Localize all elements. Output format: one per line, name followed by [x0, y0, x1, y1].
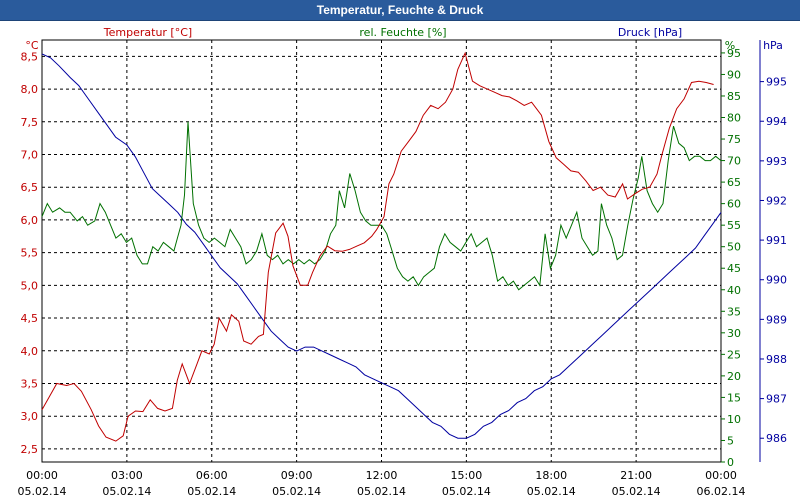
hum-tick-label: 65	[727, 176, 741, 189]
hum-tick-label: 15	[727, 391, 741, 404]
temp-tick-label: 8,0	[21, 83, 39, 96]
hum-tick-label: 40	[727, 284, 741, 297]
x-tick-date: 05.02.14	[357, 485, 406, 498]
temp-tick-label: 8,5	[21, 50, 39, 63]
humidity-line	[41, 121, 722, 291]
temp-tick-label: 6,0	[21, 214, 39, 227]
press-tick-label: 988	[766, 353, 787, 366]
hum-tick-label: 90	[727, 68, 741, 81]
hum-tick-label: 45	[727, 262, 741, 275]
hum-tick-label: 20	[727, 370, 741, 383]
x-tick-time: 00:00	[705, 469, 737, 482]
x-tick-date: 05.02.14	[527, 485, 576, 498]
hum-series-label: rel. Feuchte [%]	[359, 26, 446, 39]
hum-tick-label: 80	[727, 112, 741, 125]
press-tick-label: 994	[766, 115, 787, 128]
x-tick-date: 05.02.14	[442, 485, 491, 498]
weather-chart: 2,5 3,0 3,5 4,0 4,5 5,0 5,5 6,0 6,5 7,0 7,5 8,0 8,5 0…	[18, 26, 787, 498]
hum-tick-label: 25	[727, 348, 741, 361]
press-tick-label: 989	[766, 313, 787, 326]
temp-tick-label: 6,5	[21, 181, 39, 194]
temp-tick-label: 3,0	[21, 410, 39, 423]
press-tick-label: 990	[766, 274, 787, 287]
press-tick-label: 986	[766, 432, 787, 445]
temp-tick-label: 7,0	[21, 148, 39, 161]
x-tick-time: 03:00	[111, 469, 143, 482]
temp-tick-label: 3,5	[21, 377, 39, 390]
press-tick-label: 995	[766, 76, 787, 89]
hum-unit-label: %	[725, 39, 735, 52]
x-tick-date: 05.02.14	[187, 485, 236, 498]
hum-tick-label: 95	[727, 47, 741, 60]
x-tick-time: 21:00	[620, 469, 652, 482]
temp-tick-label: 5,0	[21, 279, 39, 292]
x-tick-time: 00:00	[26, 469, 58, 482]
pressure-line	[41, 53, 722, 439]
hum-tick-label: 60	[727, 198, 741, 211]
temp-tick-label: 4,5	[21, 312, 39, 325]
press-tick-label: 991	[766, 234, 787, 247]
x-tick-date: 05.02.14	[18, 485, 67, 498]
x-tick-date: 05.02.14	[102, 485, 151, 498]
hum-tick-label: 10	[727, 413, 741, 426]
x-tick-date: 05.02.14	[612, 485, 661, 498]
press-series-label: Druck [hPa]	[618, 26, 682, 39]
hum-tick-label: 85	[727, 90, 741, 103]
press-unit-label: hPa	[763, 39, 783, 52]
hum-tick-label: 75	[727, 133, 741, 146]
x-tick-date: 05.02.14	[272, 485, 321, 498]
temperature-line	[41, 51, 714, 442]
hum-tick-label: 0	[727, 456, 734, 469]
hum-tick-label: 50	[727, 241, 741, 254]
x-tick-time: 09:00	[281, 469, 313, 482]
window-title: Temperatur, Feuchte & Druck	[316, 3, 484, 17]
x-tick-time: 12:00	[366, 469, 398, 482]
temp-tick-label: 5,5	[21, 247, 39, 260]
hum-tick-label: 35	[727, 305, 741, 318]
x-tick-time: 15:00	[451, 469, 483, 482]
hum-tick-label: 55	[727, 219, 741, 232]
hum-tick-label: 70	[727, 155, 741, 168]
hum-tick-label: 30	[727, 327, 741, 340]
x-tick-time: 18:00	[535, 469, 567, 482]
x-tick-time: 06:00	[196, 469, 228, 482]
temp-tick-label: 4,0	[21, 345, 39, 358]
x-tick-date: 06.02.14	[697, 485, 746, 498]
title-bar: Temperatur, Feuchte & Druck	[0, 0, 800, 21]
temp-tick-label: 7,5	[21, 116, 39, 129]
press-tick-label: 987	[766, 393, 787, 406]
temp-series-label: Temperatur [°C]	[103, 26, 192, 39]
hum-tick-label: 5	[727, 434, 734, 447]
temp-unit-label: °C	[25, 39, 39, 52]
press-tick-label: 993	[766, 155, 787, 168]
temp-tick-label: 2,5	[21, 443, 39, 456]
press-tick-label: 992	[766, 194, 787, 207]
